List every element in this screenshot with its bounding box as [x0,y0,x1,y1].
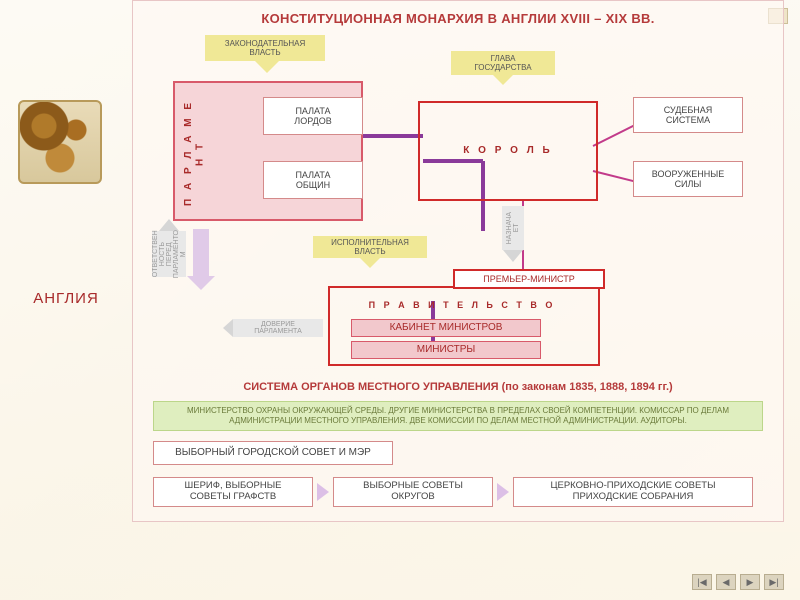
judiciary-box: СУДЕБНАЯ СИСТЕМА [633,97,743,133]
parish-councils-box: ЦЕРКОВНО-ПРИХОДСКИЕ СОВЕТЫ ПРИХОДСКИЕ СО… [513,477,753,507]
trust-label: ДОВЕРИЕ ПАРЛАМЕНТА [233,319,323,337]
ministers-box: МИНИСТРЫ [351,341,541,359]
sheriff-box: ШЕРИФ, ВЫБОРНЫЕ СОВЕТЫ ГРАФСТВ [153,477,313,507]
house-of-lords-box: ПАЛАТА ЛОРДОВ [263,97,363,135]
legislative-label: ЗАКОНОДАТЕЛЬНАЯ ВЛАСТЬ [205,35,325,61]
lavender-arrow [193,229,209,279]
king-box: К О Р О Л Ь [418,101,598,201]
country-label: АНГЛИЯ [0,290,132,307]
nav-first-icon[interactable]: |◀ [692,574,712,590]
arrow-down-icon [187,276,215,290]
arrow-right-icon [317,483,329,501]
coat-of-arms-image [18,100,102,184]
arrow-down-icon [491,73,515,85]
arrow-right-icon [497,483,509,501]
ministries-summary: МИНИСТЕРСТВО ОХРАНЫ ОКРУЖАЮЩЕЙ СРЕДЫ. ДР… [153,401,763,431]
arrow-down-icon [358,256,382,268]
diagram-canvas: КОНСТИТУЦИОННАЯ МОНАРХИЯ В АНГЛИИ XVIII … [132,0,784,522]
nav-prev-icon[interactable]: ◀ [716,574,736,590]
executive-label: ИСПОЛНИТЕЛЬНАЯ ВЛАСТЬ [313,236,427,258]
city-council-box: ВЫБОРНЫЙ ГОРОДСКОЙ СОВЕТ И МЭР [153,441,393,465]
arrow-down-icon [253,59,281,73]
sidebar: АНГЛИЯ [0,0,132,600]
nav-last-icon[interactable]: ▶| [764,574,784,590]
pm-box: ПРЕМЬЕР-МИНИСТР [453,269,605,289]
armed-forces-box: ВООРУЖЕННЫЕ СИЛЫ [633,161,743,197]
nav-controls: |◀ ◀ ▶ ▶| [692,574,784,590]
king-label: К О Р О Л Ь [463,145,552,157]
district-councils-box: ВЫБОРНЫЕ СОВЕТЫ ОКРУГОВ [333,477,493,507]
house-of-commons-box: ПАЛАТА ОБЩИН [263,161,363,199]
parliament-label: П А Р Л А М Е Н Т [183,93,206,213]
local-gov-subtitle: СИСТЕМА ОРГАНОВ МЕСТНОГО УПРАВЛЕНИЯ (по … [133,381,783,393]
head-of-state-label: ГЛАВА ГОСУДАРСТВА [451,51,555,75]
nav-next-icon[interactable]: ▶ [740,574,760,590]
page-title: КОНСТИТУЦИОННАЯ МОНАРХИЯ В АНГЛИИ XVIII … [133,11,783,26]
appoints-label: НАЗНАЧА ЕТ [506,212,520,244]
responsibility-label: ОТВЕТСТВЕН НОСТЬ ПЕРЕД ПАРЛАМЕНТО М [152,230,187,278]
government-label: П Р А В И Т Е Л Ь С Т В О [333,297,591,313]
cabinet-box: КАБИНЕТ МИНИСТРОВ [351,319,541,337]
